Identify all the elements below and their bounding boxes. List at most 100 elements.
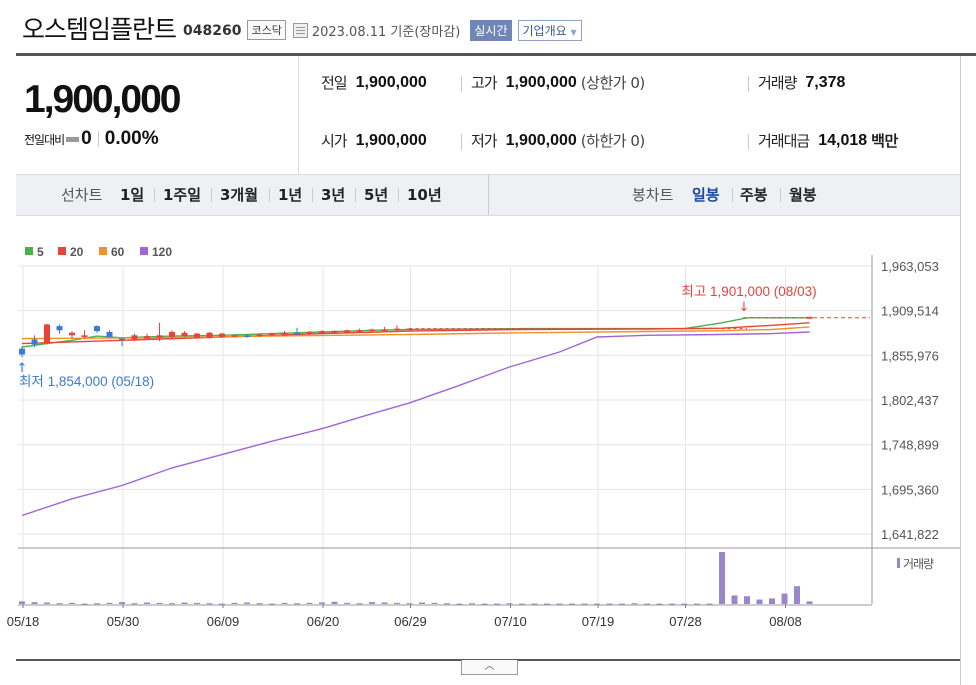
- candle-body: [281, 332, 288, 336]
- upper-limit-count: (상한가 0): [580, 74, 645, 92]
- volume-bar: [81, 603, 88, 605]
- volume-bar: [544, 603, 550, 605]
- header-divider: [16, 53, 976, 56]
- current-price: 1,900,000: [24, 78, 182, 121]
- volume-bar: [256, 603, 263, 605]
- candle-body: [256, 334, 263, 337]
- volume-bar: [44, 602, 50, 604]
- candle-body: [344, 330, 350, 333]
- volume-bar: [181, 602, 188, 604]
- ma-line-60: [21, 326, 810, 340]
- line-chart-periods: 선차트 1일 1주일 3개월 1년 3년 5년 10년: [16, 175, 489, 215]
- candle-body: [169, 331, 175, 337]
- candle-daily[interactable]: 일봉: [692, 186, 720, 204]
- low-label: 저가: [471, 132, 498, 150]
- volume-bar: [231, 602, 238, 604]
- y-tick-label: 1,641,822: [881, 527, 939, 542]
- candle-body: [81, 335, 88, 337]
- high-annotation: 최고 1,901,000 (08/03): [681, 284, 816, 299]
- period-1d[interactable]: 1일: [120, 186, 145, 204]
- period-1w[interactable]: 1주일: [163, 186, 202, 204]
- candle-body: [319, 331, 325, 334]
- realtime-button[interactable]: 실시간: [470, 19, 512, 41]
- volume-bar: [631, 603, 638, 605]
- y-tick-label: 1,909,514: [881, 304, 939, 319]
- change-value: 0: [81, 128, 92, 149]
- period-1y[interactable]: 1년: [278, 186, 303, 204]
- volume-bar: [94, 603, 100, 605]
- prev-close-value: 1,900,000: [355, 73, 427, 91]
- amount-unit: 백만: [871, 132, 898, 150]
- ma-line-5: [21, 317, 810, 348]
- candle-body: [381, 329, 388, 332]
- candle-weekly[interactable]: 주봉: [740, 186, 768, 204]
- volume-bar: [269, 603, 275, 605]
- volume-bar: [531, 603, 538, 605]
- amount-label: 거래대금: [758, 132, 810, 150]
- candle-body: [106, 331, 113, 337]
- volume-bar: [406, 603, 413, 605]
- candle-chart-label: 봉차트: [632, 186, 674, 204]
- volume-bar: [469, 603, 475, 605]
- candle-body: [806, 316, 813, 319]
- amount-value: 14,018: [818, 131, 868, 149]
- legend-swatch: [25, 247, 33, 255]
- prev-close-label: 전일: [321, 74, 348, 92]
- period-10y[interactable]: 10년: [407, 186, 442, 204]
- volume-bar: [481, 603, 488, 605]
- flat-icon: [66, 136, 80, 142]
- candle-body: [369, 329, 375, 332]
- candle-body: [119, 338, 125, 341]
- low-annotation: 최저 1,854,000 (05/18): [19, 374, 154, 389]
- volume-bar: [156, 602, 163, 604]
- candle-body: [131, 335, 138, 340]
- period-5y[interactable]: 5년: [364, 186, 389, 204]
- volume-bar: [581, 603, 588, 605]
- collapse-chart-button[interactable]: ︿: [461, 660, 518, 675]
- volume-bar: [381, 602, 388, 604]
- stock-header: 오스템임플란트 048260 코스닥 2023.08.11 기준(장마감) 실시…: [22, 12, 582, 44]
- volume-bar: [794, 586, 800, 604]
- market-badge: 코스닥: [247, 20, 286, 40]
- volume-bar: [656, 603, 663, 605]
- volume-bar: [69, 602, 75, 604]
- period-3m[interactable]: 3개월: [220, 186, 259, 204]
- volume-bar: [719, 552, 725, 604]
- candle-body: [69, 332, 75, 336]
- company-info-dropdown[interactable]: 기업개요 ▼: [517, 19, 582, 41]
- volume-bar: [731, 595, 738, 604]
- volume-bar: [194, 602, 200, 604]
- candle-body: [394, 328, 400, 331]
- y-tick-label: 1,855,976: [881, 348, 939, 363]
- quote-date: 2023.08.11 기준(장마감): [311, 25, 461, 40]
- y-tick-label: 1,802,437: [881, 393, 939, 408]
- x-tick-label: 07/19: [582, 614, 615, 629]
- volume-bar: [706, 603, 713, 605]
- candle-monthly[interactable]: 월봉: [789, 186, 817, 204]
- volume-bar: [369, 602, 375, 604]
- line-chart-label: 선차트: [61, 186, 103, 204]
- volume-bar: [806, 601, 813, 604]
- high-arrow-icon: ↓: [739, 300, 750, 315]
- volume-bar: [494, 603, 500, 605]
- volume-bar: [556, 603, 563, 605]
- volume-bar: [281, 602, 288, 604]
- period-3y[interactable]: 3년: [321, 186, 346, 204]
- x-tick-label: 08/08: [769, 614, 802, 629]
- x-tick-label: 06/20: [307, 614, 340, 629]
- stock-name: 오스템임플란트: [22, 15, 177, 44]
- candle-body: [231, 335, 238, 337]
- volume-bar: [344, 602, 350, 604]
- quote-stats: 전일 1,900,000 고가 1,900,000 (상한가 0) 거래량 7,378 …: [299, 56, 976, 174]
- legend-swatch: [140, 247, 148, 255]
- volume-bar: [294, 603, 300, 605]
- open-value: 1,900,000: [355, 131, 427, 149]
- volume-bar: [131, 603, 138, 605]
- x-tick-label: 07/28: [669, 614, 702, 629]
- volume-bar: [606, 603, 613, 605]
- volume-bar: [694, 603, 700, 605]
- volume-bar: [519, 603, 525, 605]
- volume-bar: [169, 603, 175, 605]
- volume-bar: [619, 603, 625, 605]
